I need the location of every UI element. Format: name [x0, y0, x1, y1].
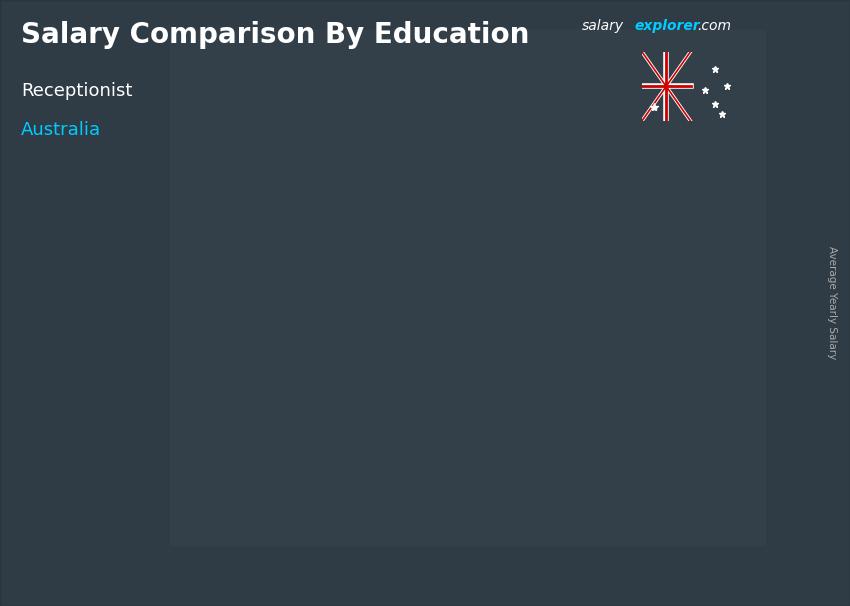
Text: Bachelor's
Degree: Bachelor's Degree	[639, 561, 715, 594]
Text: High School: High School	[104, 561, 191, 576]
Polygon shape	[196, 375, 208, 533]
Polygon shape	[0, 163, 850, 176]
Text: .com: .com	[697, 19, 731, 33]
Text: 67,700 AUD: 67,700 AUD	[609, 147, 706, 161]
Text: Certificate or
Diploma: Certificate or Diploma	[365, 561, 460, 594]
Polygon shape	[628, 176, 726, 533]
Text: 45,200 AUD: 45,200 AUD	[354, 265, 451, 280]
Text: Average Yearly Salary: Average Yearly Salary	[827, 247, 837, 359]
Text: salary: salary	[582, 19, 625, 33]
Text: Salary Comparison By Education: Salary Comparison By Education	[21, 21, 530, 49]
Text: Receptionist: Receptionist	[21, 82, 133, 100]
Text: +51%: +51%	[255, 185, 332, 208]
Bar	[170, 30, 765, 545]
Polygon shape	[363, 295, 462, 533]
Polygon shape	[0, 282, 850, 295]
Polygon shape	[99, 375, 196, 533]
Polygon shape	[726, 176, 738, 533]
Text: explorer: explorer	[635, 19, 700, 33]
Text: +50%: +50%	[519, 66, 596, 90]
Text: Australia: Australia	[21, 121, 101, 139]
Text: 29,900 AUD: 29,900 AUD	[89, 346, 186, 361]
Polygon shape	[462, 295, 473, 533]
